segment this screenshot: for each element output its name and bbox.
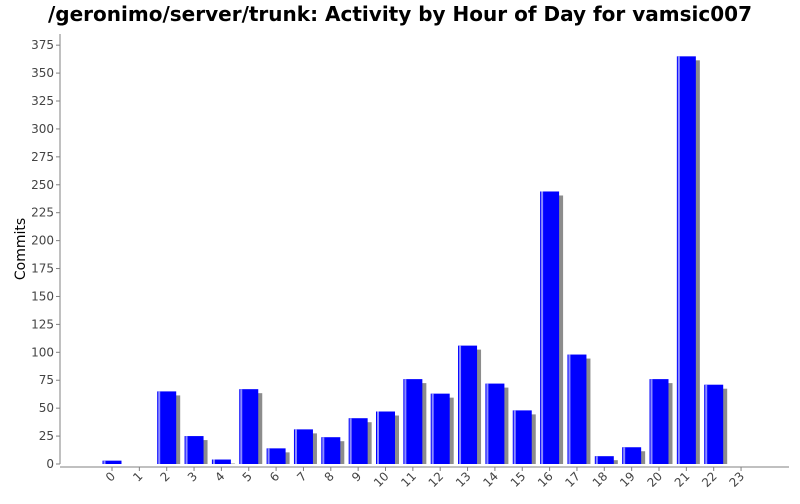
y-tick-label: 350 bbox=[31, 66, 54, 80]
bar-highlight bbox=[104, 461, 106, 464]
bar-highlight bbox=[268, 448, 270, 464]
bar-highlight bbox=[213, 460, 215, 464]
y-tick-label: 0 bbox=[46, 457, 54, 471]
x-tick-label: 10 bbox=[371, 469, 392, 490]
x-tick-label: 14 bbox=[480, 469, 501, 490]
x-tick-label: 13 bbox=[453, 469, 474, 490]
x-tick-label: 22 bbox=[699, 469, 720, 490]
y-tick-label: 200 bbox=[31, 234, 54, 248]
x-tick-label: 6 bbox=[267, 469, 282, 484]
y-tick-label: 25 bbox=[39, 429, 54, 443]
bar-highlight bbox=[459, 346, 461, 464]
y-tick-label: 300 bbox=[31, 122, 54, 136]
x-tick-label: 0 bbox=[103, 469, 118, 484]
bar-highlight bbox=[350, 418, 352, 464]
chart-title: /geronimo/server/trunk: Activity by Hour… bbox=[0, 2, 800, 26]
x-tick-label: 12 bbox=[426, 469, 447, 490]
x-tick-label: 11 bbox=[398, 469, 419, 490]
y-tick-label: 250 bbox=[31, 178, 54, 192]
y-tick-label: 125 bbox=[31, 317, 54, 331]
bar-highlight bbox=[541, 191, 543, 464]
bar-highlight bbox=[377, 412, 379, 464]
x-tick-label: 2 bbox=[158, 469, 173, 484]
x-tick-label: 23 bbox=[726, 469, 747, 490]
bar-highlight bbox=[186, 436, 188, 464]
x-tick-label: 9 bbox=[349, 469, 364, 484]
x-tick-label: 7 bbox=[294, 469, 309, 484]
x-tick-label: 18 bbox=[590, 469, 611, 490]
x-tick-label: 8 bbox=[322, 469, 337, 484]
x-tick-label: 3 bbox=[185, 469, 200, 484]
x-tick-label: 17 bbox=[562, 469, 583, 490]
x-tick-label: 5 bbox=[240, 469, 255, 484]
bar-highlight bbox=[158, 391, 160, 464]
y-tick-label: 50 bbox=[39, 401, 54, 415]
y-tick-label: 375 bbox=[31, 38, 54, 52]
x-tick-label: 19 bbox=[617, 469, 638, 490]
bar-highlight bbox=[322, 437, 324, 464]
y-tick-label: 175 bbox=[31, 262, 54, 276]
x-tick-label: 1 bbox=[130, 469, 145, 484]
bar-highlight bbox=[404, 379, 406, 464]
x-tick-label: 16 bbox=[535, 469, 556, 490]
y-axis-label: Commits bbox=[13, 218, 29, 280]
bar-highlight bbox=[568, 355, 570, 464]
y-tick-label: 225 bbox=[31, 206, 54, 220]
bar-highlight bbox=[705, 385, 707, 464]
x-tick-label: 21 bbox=[672, 469, 693, 490]
bar-highlight bbox=[651, 379, 653, 464]
bar-highlight bbox=[596, 456, 598, 464]
x-tick-label: 20 bbox=[644, 469, 665, 490]
x-tick-label: 15 bbox=[508, 469, 529, 490]
y-tick-label: 150 bbox=[31, 289, 54, 303]
bar-highlight bbox=[240, 389, 242, 464]
bar-highlight bbox=[486, 384, 488, 464]
y-tick-label: 75 bbox=[39, 373, 54, 387]
bar-highlight bbox=[678, 56, 680, 464]
x-tick-label: 4 bbox=[212, 469, 227, 484]
y-tick-label: 325 bbox=[31, 94, 54, 108]
bar-highlight bbox=[432, 394, 434, 464]
bar-highlight bbox=[623, 447, 625, 464]
bar-highlight bbox=[295, 429, 297, 464]
y-tick-label: 275 bbox=[31, 150, 54, 164]
bar-highlight bbox=[514, 410, 516, 464]
y-tick-label: 100 bbox=[31, 345, 54, 359]
